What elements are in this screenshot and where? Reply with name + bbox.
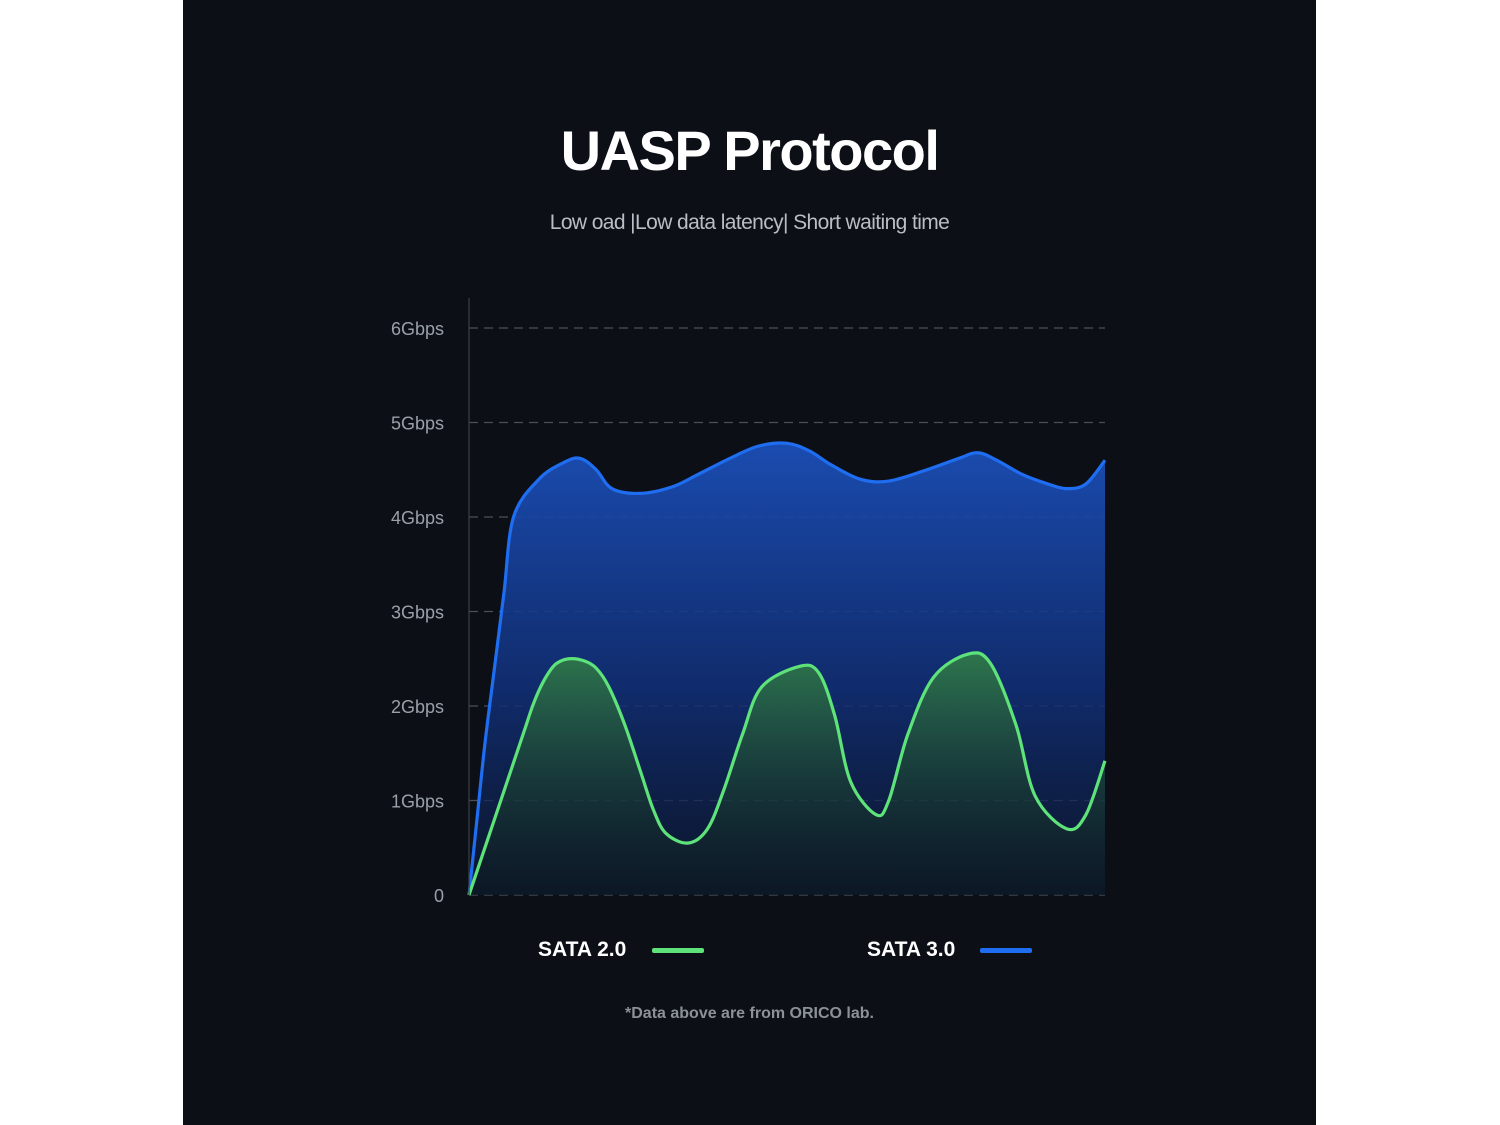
y-tick-label: 6Gbps	[391, 319, 444, 339]
y-tick-label: 3Gbps	[391, 603, 444, 623]
footnote: *Data above are from ORICO lab.	[625, 1005, 874, 1022]
legend-label-sata3: SATA 3.0	[867, 938, 956, 961]
sata3-line	[467, 441, 1107, 896]
y-tick-label: 0	[434, 886, 444, 906]
sata2-line	[467, 651, 1107, 896]
speed-chart: 0 1Gbps 2Gbps 3Gbps 4Gbps 5Gbps 6Gbps	[391, 298, 1107, 906]
sata2-area	[469, 652, 1105, 895]
legend-label-sata2: SATA 2.0	[538, 938, 627, 961]
chart-subtitle: Low oad |Low data latency| Short waiting…	[549, 211, 950, 234]
y-tick-label: 1Gbps	[391, 792, 444, 812]
y-tick-label: 5Gbps	[391, 414, 444, 434]
y-tick-label: 4Gbps	[391, 508, 444, 528]
y-axis: 0 1Gbps 2Gbps 3Gbps 4Gbps 5Gbps 6Gbps	[391, 298, 470, 906]
chart-title: UASP Protocol	[560, 119, 940, 182]
legend-swatch-sata3	[980, 948, 1032, 953]
poster-panel: UASP Protocol Low oad |Low data latency|…	[183, 0, 1316, 1125]
series-lines	[467, 441, 1107, 896]
y-tick-label: 2Gbps	[391, 697, 444, 717]
legend-swatch-sata2	[652, 948, 704, 953]
